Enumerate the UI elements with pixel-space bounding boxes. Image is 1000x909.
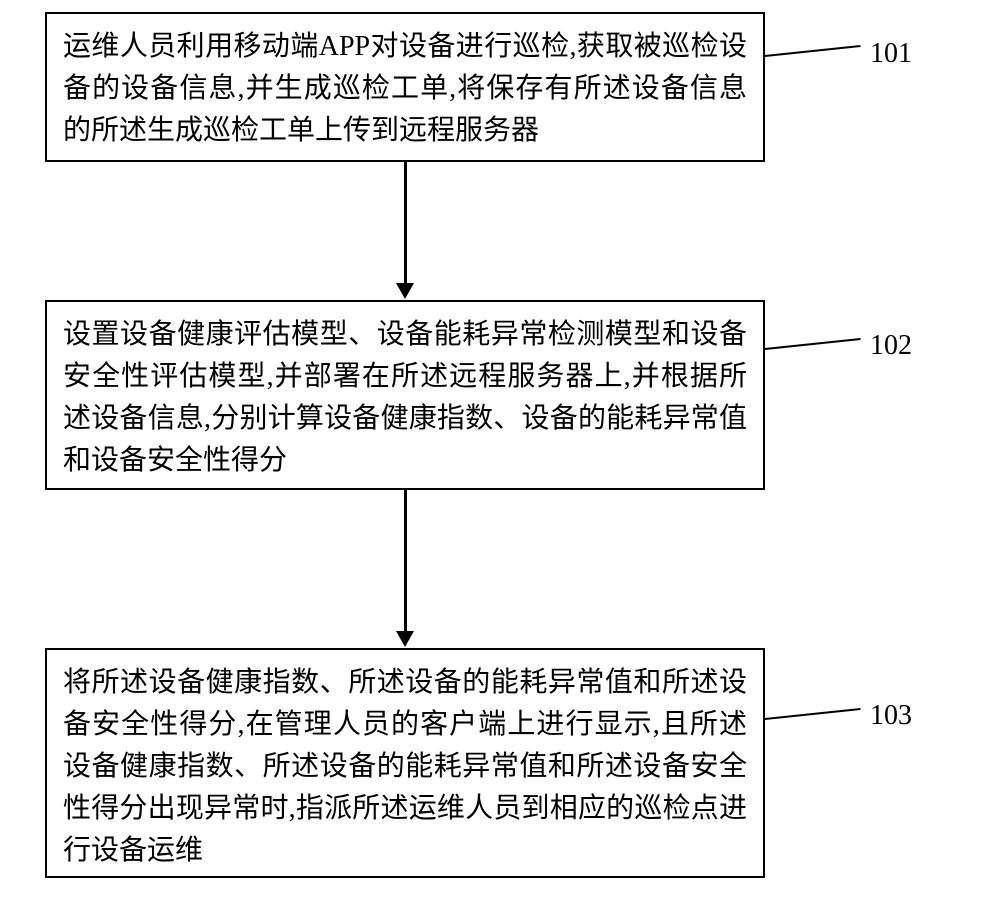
label-connector-101 xyxy=(765,45,861,57)
label-connector-102 xyxy=(765,338,861,350)
flow-node-101: 运维人员利用移动端APP对设备进行巡检,获取被巡检设备的设备信息,并生成巡检工单… xyxy=(45,12,765,162)
label-101: 101 xyxy=(870,38,912,70)
label-102: 102 xyxy=(870,330,912,362)
flow-node-103-text: 将所述设备健康指数、所述设备的能耗异常值和所述设备安全性得分,在管理人员的客户端… xyxy=(63,667,747,866)
label-103: 103 xyxy=(870,700,912,732)
edge-102-103 xyxy=(404,490,407,632)
flow-node-102-text: 设置设备健康评估模型、设备能耗异常检测模型和设备安全性评估模型,并部署在所述远程… xyxy=(63,319,747,476)
flow-node-102: 设置设备健康评估模型、设备能耗异常检测模型和设备安全性评估模型,并部署在所述远程… xyxy=(45,300,765,490)
label-connector-103 xyxy=(765,708,861,720)
arrow-102-103 xyxy=(396,631,414,647)
edge-101-102 xyxy=(404,162,407,284)
flow-node-101-text: 运维人员利用移动端APP对设备进行巡检,获取被巡检设备的设备信息,并生成巡检工单… xyxy=(63,31,747,146)
arrow-101-102 xyxy=(396,283,414,299)
flow-node-103: 将所述设备健康指数、所述设备的能耗异常值和所述设备安全性得分,在管理人员的客户端… xyxy=(45,648,765,878)
